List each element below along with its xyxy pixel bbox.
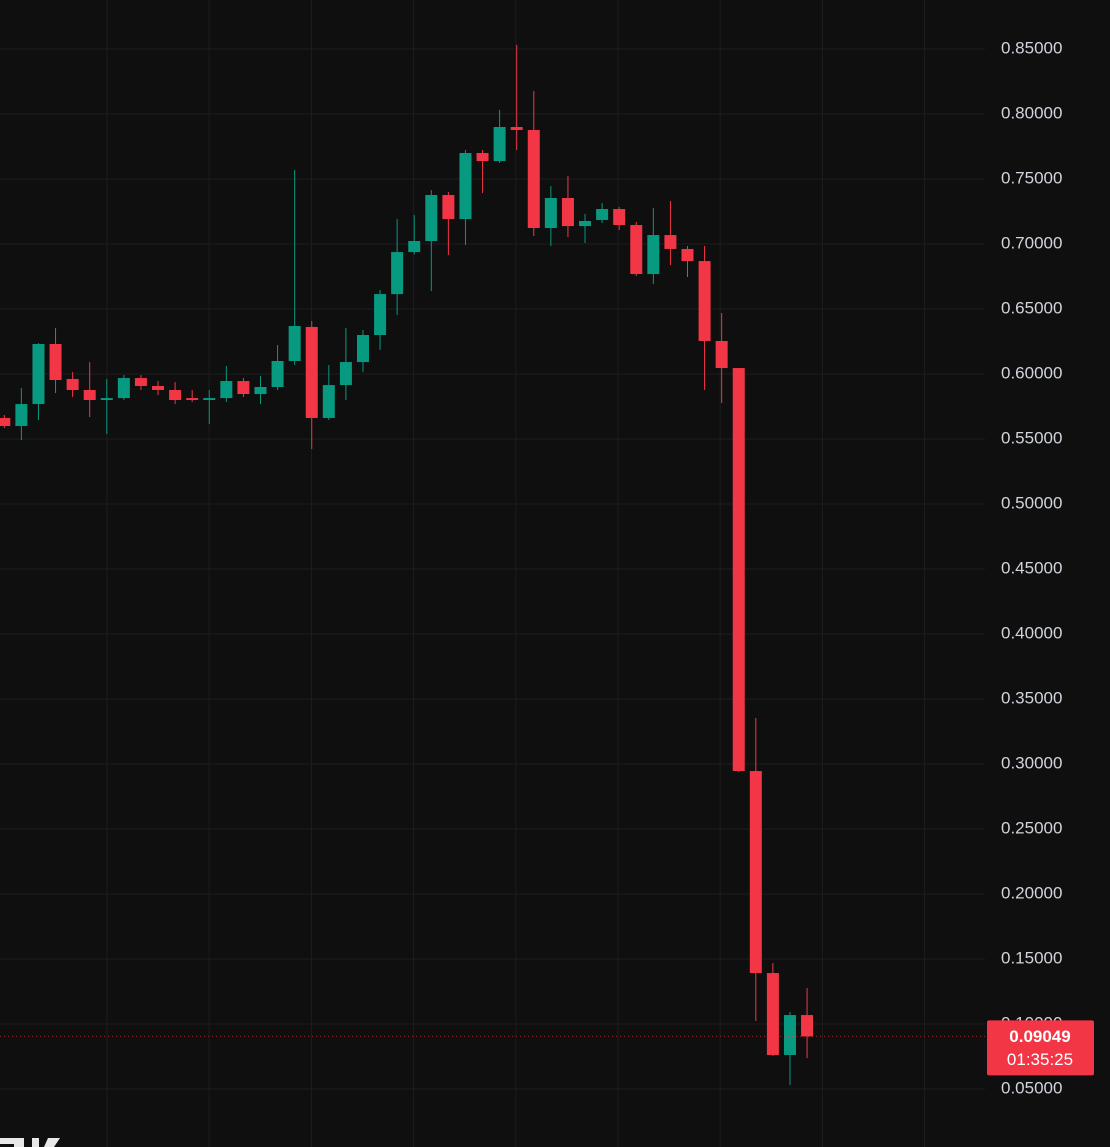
candle-body <box>271 361 284 388</box>
candle-body <box>732 368 745 772</box>
candle-body <box>459 153 472 220</box>
candle-body <box>613 209 626 226</box>
candle-body <box>254 387 267 395</box>
candle-body <box>15 404 28 427</box>
candle-body <box>322 385 335 418</box>
candle-body <box>288 326 301 362</box>
candle-body <box>134 378 147 386</box>
candle-body <box>220 381 233 399</box>
candle-body <box>32 343 45 405</box>
candle-body <box>476 153 489 162</box>
y-tick-label: 0.05000 <box>1001 1079 1062 1098</box>
y-tick-label: 0.75000 <box>1001 168 1062 187</box>
countdown-label: 01:35:25 <box>1007 1050 1073 1069</box>
candle-body <box>681 248 694 262</box>
candle-body <box>339 362 352 386</box>
candle-body <box>698 261 711 341</box>
candle-body <box>374 294 387 336</box>
candle-body <box>305 326 318 418</box>
y-tick-label: 0.45000 <box>1001 558 1062 577</box>
y-tick-label: 0.15000 <box>1001 949 1062 968</box>
candle-body <box>527 130 540 229</box>
last-price-box <box>987 1020 1094 1076</box>
y-tick-label: 0.35000 <box>1001 689 1062 708</box>
candle-body <box>152 385 165 391</box>
candle-body <box>117 378 130 399</box>
candle-body <box>801 1015 814 1037</box>
y-tick-label: 0.20000 <box>1001 884 1062 903</box>
y-tick-label: 0.80000 <box>1001 103 1062 122</box>
y-tick-label: 0.85000 <box>1001 38 1062 57</box>
candle-body <box>442 195 455 220</box>
candle-body <box>715 340 728 369</box>
candle-body <box>561 197 574 227</box>
candle-body <box>237 381 250 395</box>
y-tick-label: 0.60000 <box>1001 363 1062 382</box>
candle-body <box>391 252 404 295</box>
y-tick-label: 0.30000 <box>1001 754 1062 773</box>
candle-body <box>83 390 96 401</box>
candle-body <box>66 378 79 391</box>
candle-body <box>579 221 592 227</box>
candle-body <box>766 973 779 1055</box>
watermark-logo <box>0 1138 60 1147</box>
last-price-label: 0.09049 <box>1009 1027 1070 1046</box>
y-tick-label: 0.65000 <box>1001 298 1062 317</box>
y-tick-label: 0.50000 <box>1001 493 1062 512</box>
candle-body <box>356 335 369 363</box>
candle-body <box>630 225 643 275</box>
candle-body <box>664 235 677 249</box>
candle-body <box>544 197 557 229</box>
candle-body <box>783 1015 796 1055</box>
candle-body <box>493 127 506 162</box>
candle-body <box>425 195 438 242</box>
y-tick-label: 0.70000 <box>1001 233 1062 252</box>
candle-body <box>647 235 660 275</box>
candle-body <box>596 209 609 220</box>
candle-body <box>510 127 523 131</box>
candle-body <box>203 398 216 401</box>
candle-body <box>749 771 762 974</box>
candle-body <box>100 398 113 401</box>
vertical-grid <box>106 0 926 1147</box>
candle-body <box>49 343 62 380</box>
candle-body <box>0 417 11 427</box>
y-tick-label: 0.40000 <box>1001 623 1062 642</box>
y-tick-label: 0.25000 <box>1001 819 1062 838</box>
candle-body <box>408 241 421 253</box>
candle-body <box>169 390 182 401</box>
candle-body <box>186 398 199 401</box>
y-tick-label: 0.55000 <box>1001 428 1062 447</box>
